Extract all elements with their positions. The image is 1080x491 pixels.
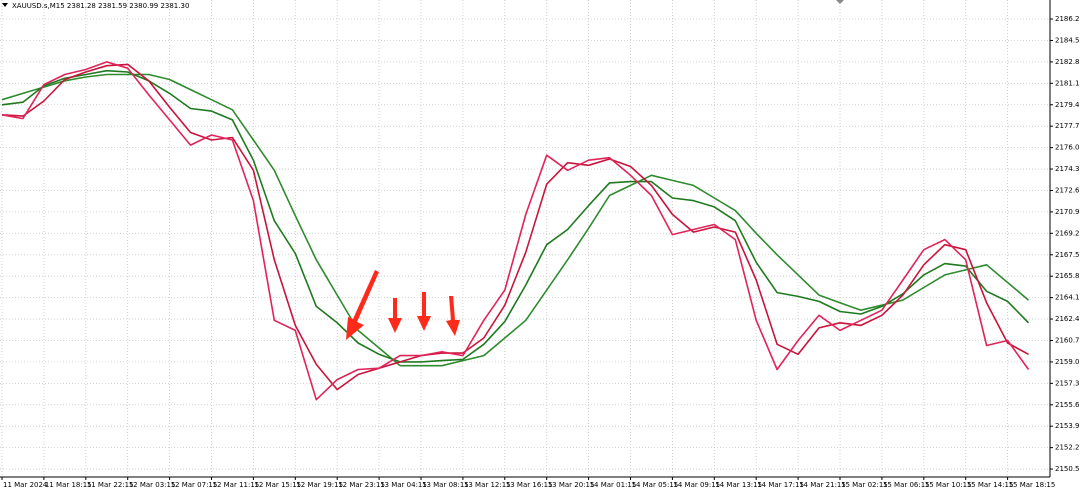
x-tick-label: 14 Mar 17:15	[757, 481, 804, 489]
y-tick-label: 2172.60	[1055, 186, 1080, 194]
arrow	[417, 292, 431, 331]
y-tick-label: 2150.50	[1055, 465, 1080, 473]
y-tick-label: 2164.10	[1055, 294, 1080, 302]
y-tick-label: 2160.70	[1055, 336, 1080, 344]
x-tick-label: 12 Mar 07:15	[171, 481, 218, 489]
y-tick-label: 2174.30	[1055, 165, 1080, 173]
x-tick-label: 15 Mar 06:15	[883, 481, 930, 489]
plot	[1, 61, 1030, 401]
y-tick-label: 2167.50	[1055, 251, 1080, 259]
x-tick-label: 13 Mar 12:15	[464, 481, 511, 489]
x-tick-label: 15 Mar 02:15	[841, 481, 888, 489]
y-tick-label: 2165.80	[1055, 272, 1080, 280]
x-tick-label: 13 Mar 16:15	[506, 481, 553, 489]
y-tick-label: 2157.30	[1055, 379, 1080, 387]
arrow	[388, 298, 402, 333]
x-tick-label: 13 Mar 04:15	[380, 481, 427, 489]
x-tick-label: 12 Mar 23:15	[338, 481, 385, 489]
series-line	[1, 63, 1029, 391]
x-tick-label: 14 Mar 21:15	[799, 481, 846, 489]
y-tick-label: 2179.40	[1055, 101, 1080, 109]
x-tick-label: 13 Mar 20:15	[548, 481, 595, 489]
x-tick-label: 11 Mar 22:15	[87, 481, 134, 489]
y-tick-label: 2162.40	[1055, 315, 1080, 323]
x-tick-label: 15 Mar 10:15	[925, 481, 972, 489]
x-tick-label: 11 Mar 2024	[3, 481, 48, 489]
y-tick-label: 2176.00	[1055, 144, 1080, 152]
y-tick-label: 2169.20	[1055, 229, 1080, 237]
y-tick-label: 2182.80	[1055, 58, 1080, 66]
y-tick-label: 2184.50	[1055, 36, 1080, 44]
y-tick-label: 2155.60	[1055, 401, 1080, 409]
series-line	[1, 73, 1030, 367]
x-tick-label: 14 Mar 09:15	[673, 481, 720, 489]
x-tick-label: 12 Mar 19:15	[296, 481, 343, 489]
series-line	[1, 61, 1030, 401]
y-tick-label: 2170.90	[1055, 208, 1080, 216]
x-tick-label: 14 Mar 13:15	[715, 481, 762, 489]
shift-marker	[836, 0, 844, 4]
x-tick-label: 13 Mar 08:15	[422, 481, 469, 489]
y-tick-label: 2159.00	[1055, 358, 1080, 366]
y-tick-label: 2152.20	[1055, 444, 1080, 452]
x-tick-label: 11 Mar 18:15	[45, 481, 92, 489]
x-tick-label: 12 Mar 03:15	[129, 481, 176, 489]
arrow	[446, 296, 460, 336]
x-tick-label: 12 Mar 15:15	[254, 481, 301, 489]
x-tick-label: 12 Mar 11:15	[213, 481, 260, 489]
y-tick-label: 2177.70	[1055, 122, 1080, 130]
series-line	[1, 69, 1030, 363]
annotation-arrows	[346, 270, 460, 340]
grid	[0, 0, 1050, 477]
x-tick-label: 15 Mar 14:15	[967, 481, 1014, 489]
x-tick-label: 15 Mar 18:15	[1009, 481, 1056, 489]
menu-icon[interactable]	[2, 3, 8, 7]
y-tick-label: 2153.90	[1055, 422, 1080, 430]
arrow	[346, 270, 379, 340]
x-tick-label: 14 Mar 05:15	[632, 481, 679, 489]
x-tick-label: 14 Mar 01:15	[590, 481, 637, 489]
y-tick-label: 2186.20	[1055, 15, 1080, 23]
chart-title: XAUUSD.s,M15 2381.28 2381.59 2380.99 238…	[12, 2, 189, 10]
y-tick-label: 2181.10	[1055, 79, 1080, 87]
